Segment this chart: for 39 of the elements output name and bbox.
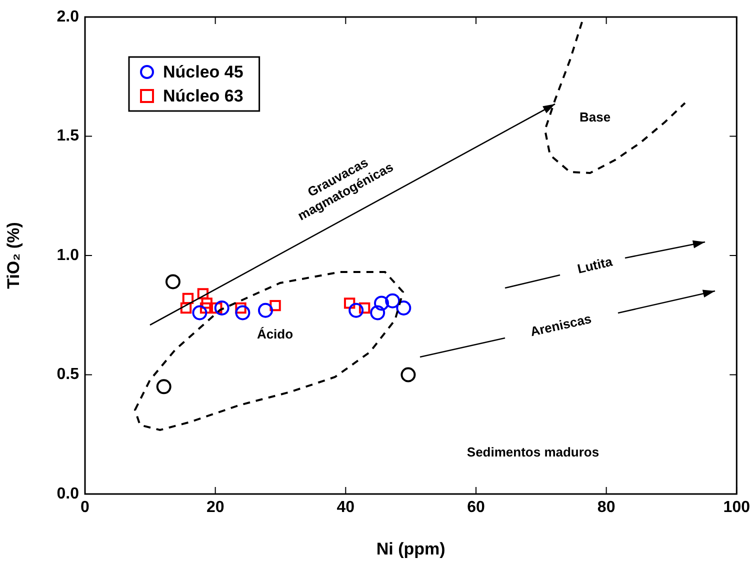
legend-label: Núcleo 45 bbox=[163, 62, 244, 82]
annotation: Areniscas bbox=[528, 311, 593, 340]
x-tick-label: 20 bbox=[206, 499, 224, 516]
point bbox=[396, 300, 412, 316]
x-tick-label: 40 bbox=[336, 499, 355, 516]
point bbox=[156, 379, 172, 394]
point bbox=[197, 288, 209, 300]
x-tick-label: 80 bbox=[597, 499, 616, 516]
point bbox=[182, 292, 194, 304]
point bbox=[192, 305, 208, 320]
legend-label: Núcleo 63 bbox=[163, 86, 244, 106]
point bbox=[180, 302, 192, 314]
point bbox=[165, 274, 180, 290]
y-tick-label: 0.0 bbox=[56, 485, 80, 502]
y-tick-label: 2.0 bbox=[56, 8, 80, 26]
x-tick-label: 100 bbox=[723, 499, 750, 516]
x-axis-title: Ni (ppm) bbox=[376, 539, 446, 558]
y-tick-label: 0.5 bbox=[56, 366, 80, 384]
point bbox=[344, 298, 356, 309]
point bbox=[201, 298, 212, 309]
point bbox=[270, 300, 281, 312]
annotation: Sedimentos maduros bbox=[466, 444, 600, 460]
point bbox=[235, 305, 250, 320]
point bbox=[358, 302, 370, 314]
point bbox=[385, 293, 400, 308]
annotation: Ácido bbox=[256, 326, 294, 342]
point bbox=[348, 302, 364, 318]
point bbox=[400, 367, 416, 382]
point bbox=[370, 305, 386, 320]
annotation: Lutita bbox=[576, 254, 614, 276]
point bbox=[258, 302, 274, 318]
x-tick-label: 60 bbox=[467, 499, 485, 516]
y-axis-title: TiO₂ (%) bbox=[4, 222, 23, 289]
point bbox=[374, 296, 389, 311]
y-tick-label: 1.5 bbox=[56, 128, 80, 145]
x-tick-label: 0 bbox=[80, 499, 90, 516]
y-tick-label: 1.0 bbox=[56, 246, 80, 264]
point bbox=[214, 300, 230, 316]
annotation: Base bbox=[579, 110, 611, 125]
